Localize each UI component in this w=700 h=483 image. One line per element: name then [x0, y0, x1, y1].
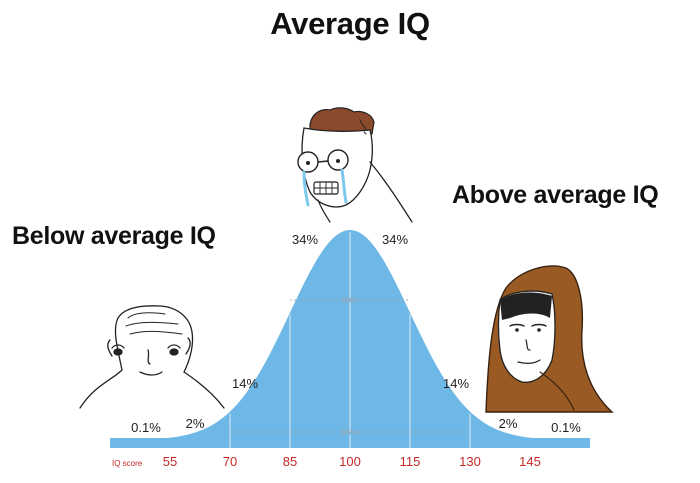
tick-label: 145	[519, 454, 541, 469]
above-average-hooded-wojak-illustration	[485, 265, 614, 413]
region-label: 14%	[443, 376, 469, 391]
region-label: 0.1%	[551, 420, 581, 435]
below-average-wojak-illustration	[79, 305, 225, 409]
caption-below-average-iq: Below average IQ	[12, 222, 216, 250]
region-label: 34%	[292, 232, 318, 247]
region-label: 2%	[186, 416, 205, 431]
two-sd-interval-label: 95%	[342, 428, 358, 437]
region-label: 0.1%	[131, 420, 161, 435]
one-sd-interval-label: 68%	[342, 296, 358, 305]
average-crying-wojak-illustration	[297, 107, 413, 223]
tick-labels: 55 70 85 100 115 130 145	[163, 454, 541, 469]
region-label: 34%	[382, 232, 408, 247]
tick-label: 85	[283, 454, 297, 469]
region-label: 2%	[499, 416, 518, 431]
caption-average-iq: Average IQ	[270, 6, 430, 41]
bell-curve-chart: 68% 95% 0.1% 2% 14% 34% 34% 14% 2% 0.1% 55 70 85 10…	[110, 230, 590, 469]
interval-marks: 68% 95%	[230, 296, 470, 437]
tick-label: 115	[400, 454, 421, 469]
sd-lines	[229, 232, 471, 448]
tick-label: 100	[339, 454, 361, 469]
tick-label: 55	[163, 454, 177, 469]
region-labels: 0.1% 2% 14% 34% 34% 14% 2% 0.1%	[131, 232, 581, 435]
region-label: 14%	[232, 376, 258, 391]
axis-label: IQ score	[112, 459, 143, 468]
tick-label: 130	[459, 454, 481, 469]
tick-label: 70	[223, 454, 237, 469]
caption-above-average-iq: Above average IQ	[452, 181, 659, 209]
